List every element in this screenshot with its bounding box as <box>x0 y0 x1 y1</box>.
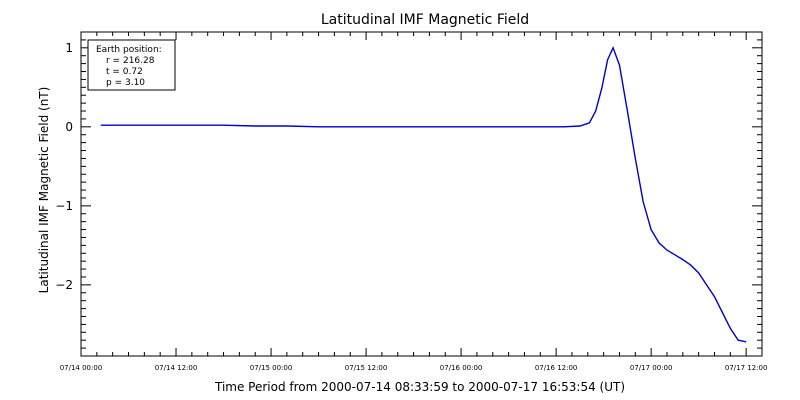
x-tick-label: 07/16 12:00 <box>535 364 578 372</box>
axis-ticks <box>80 31 762 357</box>
y-axis-label: Latitudinal IMF Magnetic Field (nT) <box>37 87 51 294</box>
earth-position-p: p = 3.10 <box>106 78 145 88</box>
plot-frame <box>80 31 763 357</box>
earth-position-r: r = 216.28 <box>106 56 155 66</box>
y-tick-label: 0 <box>65 120 73 134</box>
x-tick-label: 07/14 00:00 <box>60 364 103 372</box>
chart-title: Latitudinal IMF Magnetic Field <box>321 12 529 28</box>
y-tick-label: 1 <box>65 41 73 55</box>
earth-position-box: Earth position: r = 216.28 t = 0.72 p = … <box>87 39 176 91</box>
y-tick-label: −1 <box>55 199 73 213</box>
earth-position-t: t = 0.72 <box>106 67 143 77</box>
series-line <box>100 45 747 343</box>
x-axis-label: Time Period from 2000-07-14 08:33:59 to … <box>214 380 625 394</box>
x-tick-label: 07/17 00:00 <box>630 364 673 372</box>
x-tick-label: 07/17 12:00 <box>725 364 768 372</box>
x-tick-label: 07/15 00:00 <box>250 364 293 372</box>
y-tick-label: −2 <box>55 278 73 292</box>
x-tick-label: 07/16 00:00 <box>440 364 483 372</box>
tick-labels: 07/14 00:00 07/14 12:00 07/15 00:00 07/15 1… <box>55 41 767 372</box>
x-tick-label: 07/15 12:00 <box>345 364 388 372</box>
earth-position-box-frame <box>87 39 176 91</box>
earth-position-heading: Earth position: <box>96 45 162 55</box>
x-tick-label: 07/14 12:00 <box>155 364 198 372</box>
